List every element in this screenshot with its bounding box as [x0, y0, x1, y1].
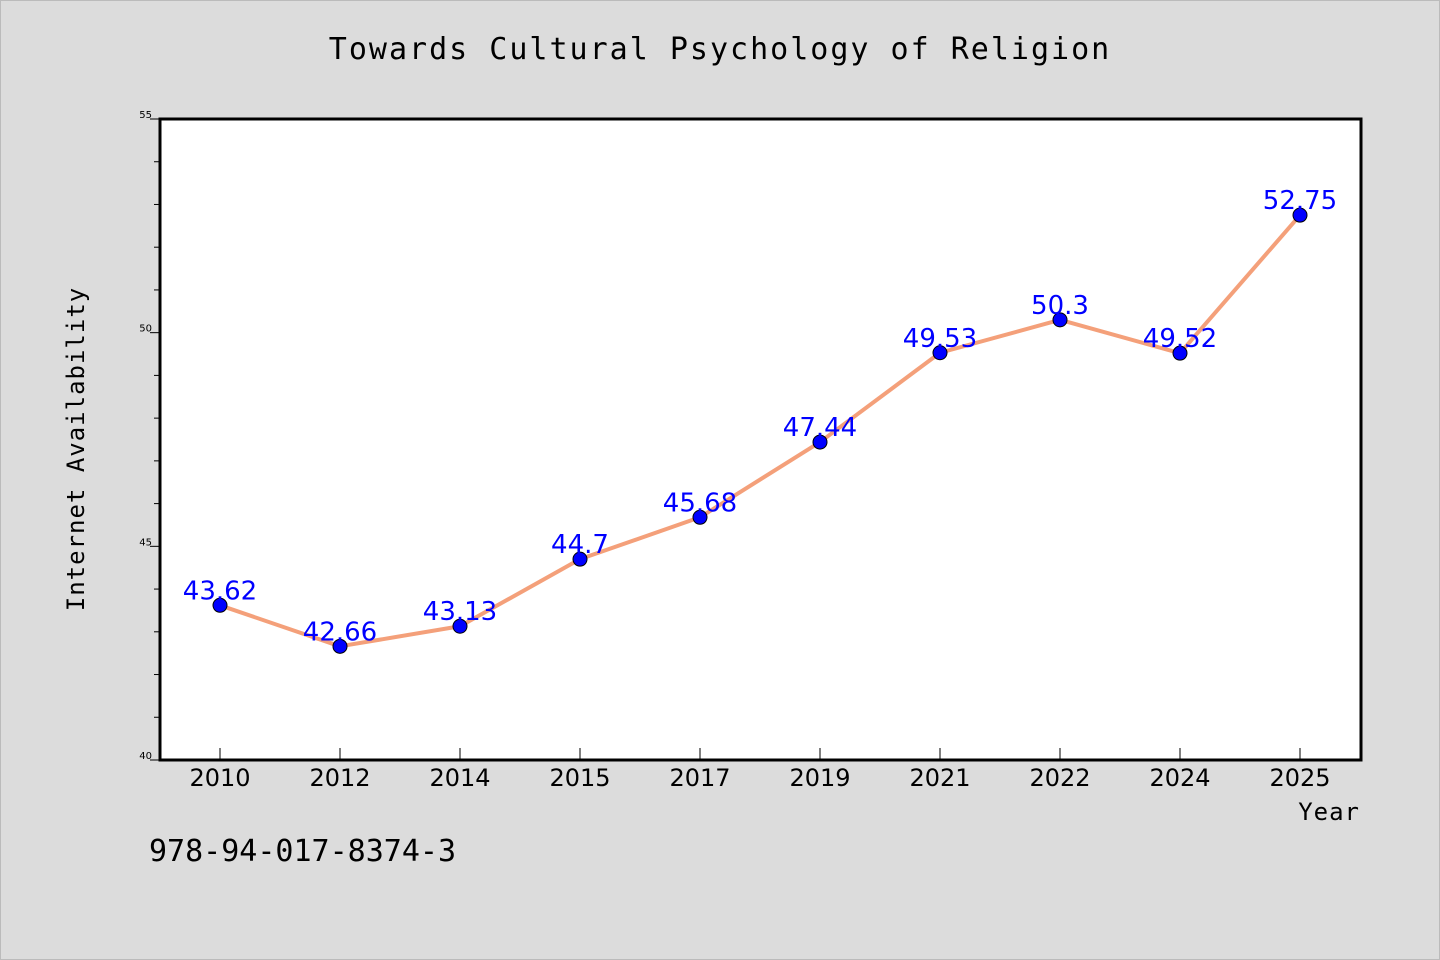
x-tick-label: 2010: [189, 764, 250, 792]
x-tick-label: 2014: [429, 764, 490, 792]
data-point: [332, 638, 348, 654]
chart-title: Towards Cultural Psychology of Religion: [328, 32, 1112, 67]
x-tick-label: 2024: [1149, 764, 1210, 792]
data-point: [1172, 345, 1188, 361]
data-point: [692, 509, 708, 525]
data-label: 49.53: [903, 324, 977, 354]
isbn-text: 978-94-017-8374-3: [149, 834, 457, 869]
y-tick-label: 40: [139, 751, 152, 762]
data-point: [932, 345, 948, 361]
x-tick-label: 2022: [1029, 764, 1090, 792]
data-label: 49.52: [1143, 324, 1217, 354]
y-tick-label: 55: [139, 110, 152, 121]
y-tick-label: 50: [139, 324, 152, 335]
data-label: 47.44: [783, 413, 857, 443]
data-label: 42.66: [303, 617, 377, 647]
data-point: [212, 597, 228, 613]
x-tick-label: 2012: [309, 764, 370, 792]
plot-area: [158, 117, 1363, 762]
data-label: 45.68: [663, 488, 737, 518]
y-axis-ticks: 40 45 50 55: [139, 110, 160, 762]
data-point: [812, 434, 828, 450]
x-tick-label: 2025: [1269, 764, 1330, 792]
data-label: 52.75: [1263, 186, 1337, 216]
data-label: 43.13: [423, 597, 497, 627]
series-layer: 43.62 42.66 43.13 44.7 45.68 47.44 49.53 50.3 49…: [183, 186, 1337, 654]
data-point: [572, 551, 588, 567]
data-point: [1292, 207, 1308, 223]
data-point: [452, 618, 468, 634]
x-axis-ticks: 2010 2012 2014 2015 2017 2019 2021 2022 2024 2025: [189, 748, 1331, 792]
data-label: 50.3: [1031, 291, 1089, 321]
x-tick-label: 2019: [789, 764, 850, 792]
data-point: [1052, 312, 1068, 328]
data-label: 43.62: [183, 576, 257, 606]
x-tick-label: 2017: [669, 764, 730, 792]
x-tick-label: 2021: [909, 764, 970, 792]
x-axis-title: Year: [1298, 798, 1360, 826]
data-label: 44.7: [551, 530, 609, 560]
y-tick-label: 45: [139, 537, 152, 548]
series-line: [219, 213, 1302, 649]
x-tick-label: 2015: [549, 764, 610, 792]
y-axis-title: Internet Availability: [62, 287, 90, 611]
